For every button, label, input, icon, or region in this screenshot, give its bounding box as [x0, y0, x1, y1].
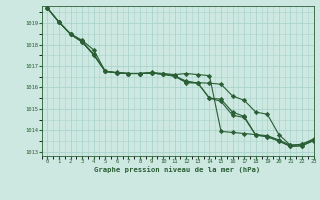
X-axis label: Graphe pression niveau de la mer (hPa): Graphe pression niveau de la mer (hPa): [94, 167, 261, 173]
